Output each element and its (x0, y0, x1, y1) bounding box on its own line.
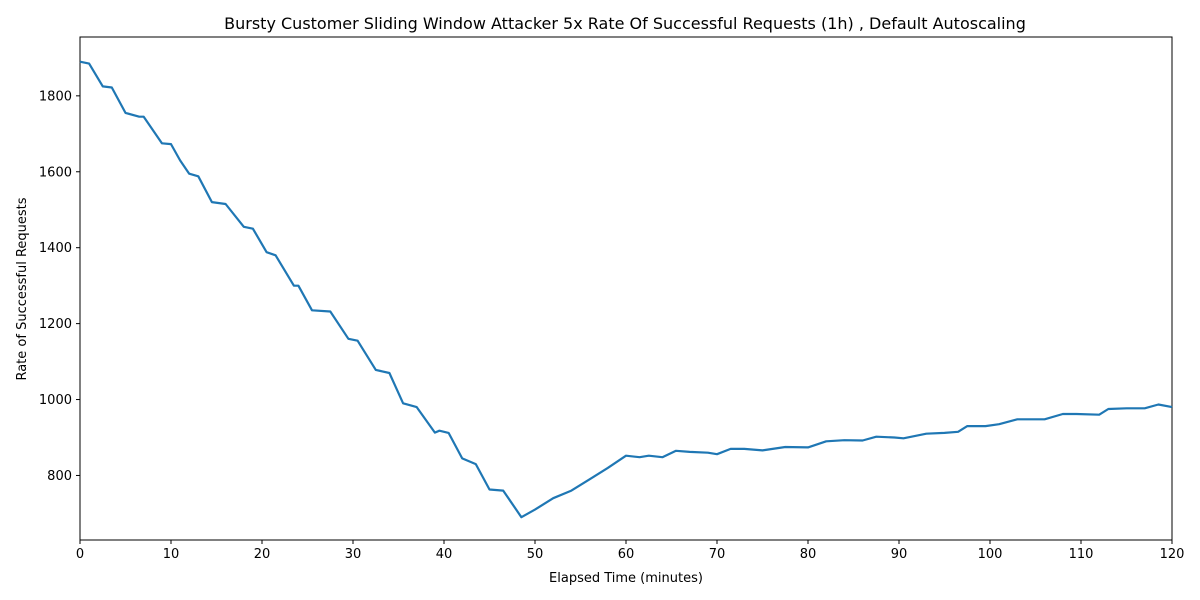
x-tick-label: 10 (163, 547, 180, 562)
series-line (79, 60, 1173, 519)
y-axis-label: Rate of Successful Requests (15, 197, 30, 380)
x-tick-label: 100 (978, 547, 1003, 562)
y-tick-label: 1200 (39, 317, 72, 332)
x-tick-label: 70 (709, 547, 726, 562)
x-tick-label: 120 (1160, 547, 1185, 562)
x-tick-label: 110 (1069, 547, 1094, 562)
x-tick-label: 80 (800, 547, 817, 562)
x-tick-label: 0 (76, 547, 84, 562)
y-tick-label: 1800 (39, 89, 72, 104)
x-axis-label: Elapsed Time (minutes) (549, 571, 703, 586)
x-tick-label: 60 (618, 547, 635, 562)
x-tick-label: 90 (891, 547, 908, 562)
y-tick-label: 1000 (39, 393, 72, 408)
y-axis: 800 1000 1200 1400 1600 1800 (39, 89, 80, 484)
x-tick-label: 20 (254, 547, 271, 562)
chart-title: Bursty Customer Sliding Window Attacker … (224, 14, 1026, 33)
y-tick-label: 1600 (39, 165, 72, 180)
y-tick-label: 1400 (39, 241, 72, 256)
x-tick-label: 50 (527, 547, 544, 562)
y-tick-label: 800 (47, 469, 72, 484)
x-tick-label: 40 (436, 547, 453, 562)
x-tick-label: 30 (345, 547, 362, 562)
x-axis: 0 10 20 30 40 50 60 70 80 90 100 110 120 (76, 540, 1185, 562)
